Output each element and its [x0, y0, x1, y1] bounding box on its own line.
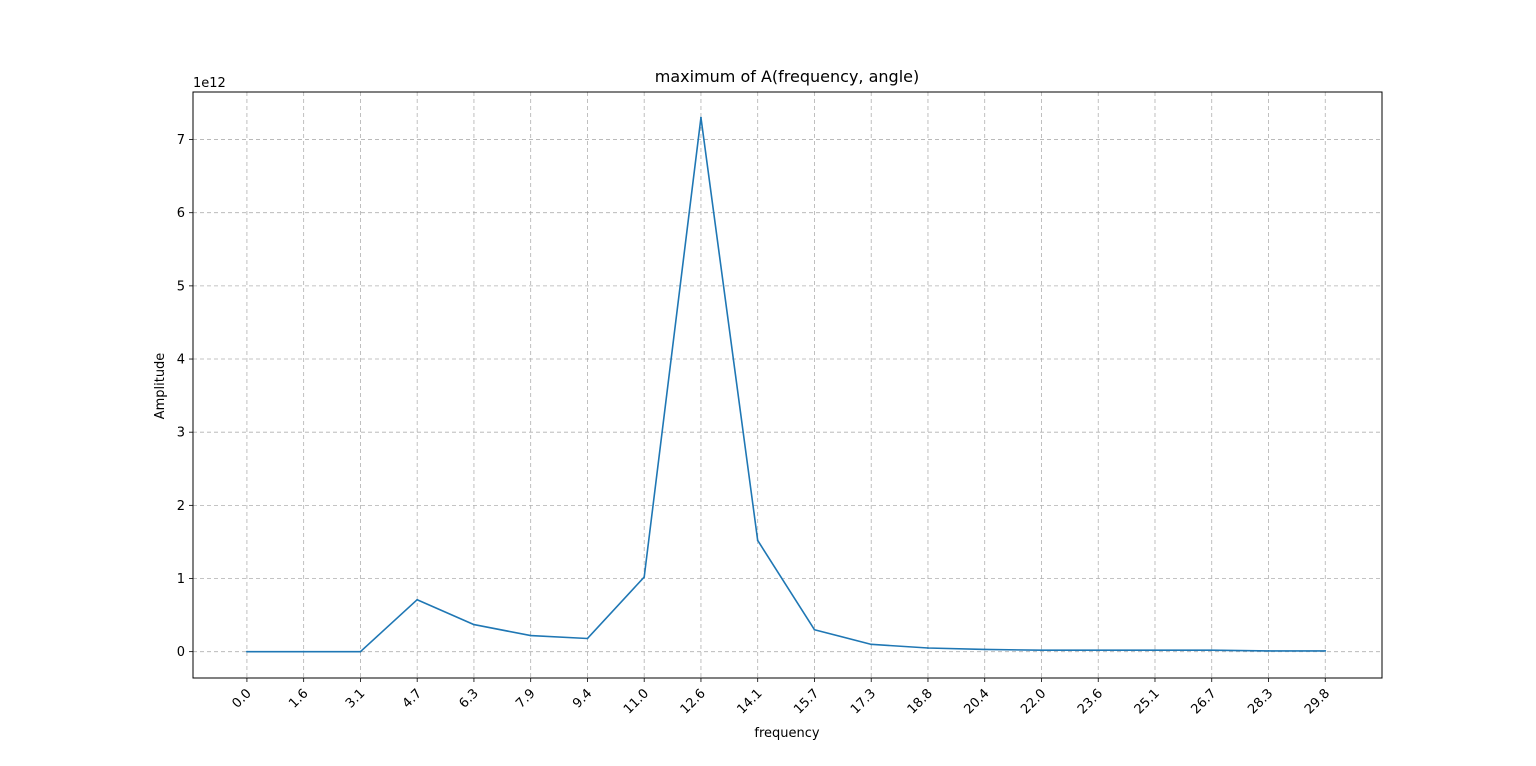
x-tick-label: 12.6: [678, 686, 709, 717]
data-point: [529, 634, 532, 637]
y-tick-label: 5: [177, 279, 185, 294]
x-tick-label: 7.9: [513, 686, 538, 711]
data-point: [1097, 649, 1100, 652]
y-tick-label: 4: [177, 353, 185, 368]
y-tick-label: 1: [177, 572, 185, 587]
data-point: [870, 643, 873, 646]
x-tick-label: 6.3: [457, 686, 482, 711]
data-point: [473, 623, 475, 626]
x-tick-label: 14.1: [734, 686, 765, 717]
y-tick-label: 0: [177, 645, 185, 660]
data-point: [586, 637, 589, 640]
series-line: [246, 116, 1326, 653]
data-point: [359, 650, 362, 653]
x-tick-label: 29.8: [1302, 686, 1333, 717]
y-tick-label: 2: [177, 499, 185, 514]
data-point: [983, 648, 986, 651]
x-tick-label: 15.7: [791, 686, 822, 717]
data-point: [1210, 649, 1213, 652]
data-point: [927, 647, 929, 649]
grid: [193, 92, 1382, 678]
data-point: [1267, 650, 1270, 652]
x-tick-label: 25.1: [1132, 686, 1163, 717]
data-point: [416, 598, 419, 601]
data-point: [302, 650, 305, 653]
x-tick-label: 1.6: [286, 686, 311, 711]
x-tick-label: 28.3: [1245, 686, 1276, 717]
y-axis-label: Amplitude: [153, 353, 168, 420]
data-point: [1154, 649, 1156, 652]
x-tick-label: 9.4: [570, 686, 595, 711]
y-tick-label: 6: [177, 206, 185, 221]
y-axis-offset-text: 1e12: [193, 76, 226, 91]
x-tick-label: 20.4: [961, 686, 992, 717]
x-tick-label: 23.6: [1075, 686, 1106, 717]
x-tick-label: 4.7: [400, 686, 425, 711]
data-point: [756, 539, 759, 542]
ticks: 0.0 1.6 3.1 4.7 6.3 7.9 9.4 11.0 12.6 14.1 15.7 17.…: [177, 133, 1333, 717]
data-point: [246, 650, 248, 653]
chart-title: maximum of A(frequency, angle): [655, 67, 919, 86]
x-tick-label: 0.0: [230, 686, 255, 711]
plot-frame: [192, 91, 1383, 679]
x-tick-label: 11.0: [621, 686, 652, 717]
y-tick-label: 3: [177, 426, 185, 441]
series-layer: [246, 116, 1327, 653]
data-point: [813, 628, 816, 631]
x-axis-label: frequency: [754, 726, 820, 741]
x-tick-label: 3.1: [343, 686, 368, 711]
data-point: [1324, 650, 1327, 652]
x-tick-label: 26.7: [1188, 686, 1219, 717]
y-tick-label: 7: [177, 133, 185, 148]
data-point: [700, 116, 702, 119]
data-point: [643, 576, 646, 578]
x-tick-label: 17.3: [848, 686, 879, 717]
x-tick-label: 18.8: [905, 686, 936, 717]
x-tick-label: 22.0: [1018, 686, 1049, 717]
data-point: [1040, 649, 1043, 652]
